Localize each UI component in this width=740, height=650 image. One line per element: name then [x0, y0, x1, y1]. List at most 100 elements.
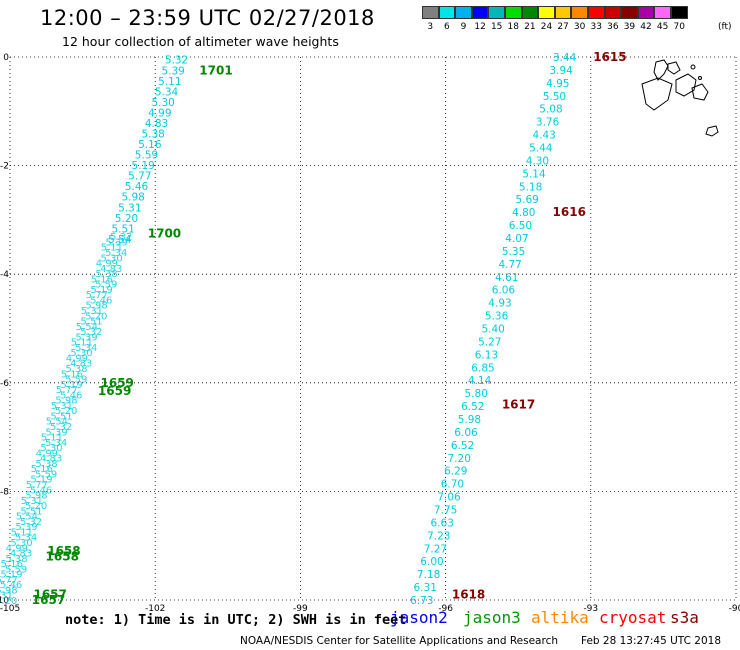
west-track-value: 5.98: [121, 192, 144, 204]
east-track-value: 6.63: [431, 517, 454, 529]
west-track-time: 1657: [33, 588, 66, 602]
west-track-value: 5.34: [155, 86, 179, 98]
west-track-value: 4.99: [6, 543, 28, 554]
y-tick-label: 0: [3, 53, 9, 63]
west-track-value: 5.59: [35, 469, 57, 480]
east-track-value: 4.80: [512, 207, 535, 219]
colorbar-swatch: [455, 6, 472, 19]
west-track-value: 5.77: [86, 290, 108, 301]
colorbar-label: 18: [507, 22, 519, 32]
colorbar-labels: 3 6 9 12 15 18 21 24 27 30 33 36 39 42 45 70: [422, 22, 688, 32]
east-track-value: 6.85: [471, 362, 494, 374]
east-track-value: 5.98: [458, 414, 481, 426]
west-track-value: 5.46: [90, 295, 112, 306]
footer-timestamp: Feb 28 13:27:45 UTC 2018: [581, 635, 721, 647]
island-outline: [667, 61, 681, 75]
west-track-value: 5.59: [5, 564, 27, 575]
colorbar-swatch: [422, 6, 439, 19]
y-tick-label: -6: [0, 379, 9, 389]
east-track-value: 5.80: [465, 388, 488, 400]
east-track-value: 5.69: [515, 194, 538, 206]
west-track-value: 5.59: [135, 150, 158, 162]
page-title: 12:00 – 23:59 UTC 02/27/2018: [40, 6, 375, 30]
colorbar-swatch: [488, 6, 505, 19]
east-track-value: 5.18: [519, 181, 542, 193]
west-track-value: 5.59: [95, 280, 117, 291]
west-track-value: 5.31: [118, 202, 141, 214]
west-track-value: 5.31: [0, 591, 13, 602]
east-track-value: 5.35: [502, 246, 525, 258]
west-track-value: 5.34: [75, 343, 97, 354]
legend-altika: altika: [531, 608, 589, 627]
east-track-value: 7.75: [434, 505, 457, 517]
west-track-value: 5.34: [15, 533, 37, 544]
east-track-value: 4.95: [546, 78, 569, 90]
west-track-value: 5.39: [161, 65, 184, 77]
east-track-time: 1618: [452, 588, 485, 602]
east-track-value: 6.06: [454, 427, 478, 439]
colorbar-swatch: [538, 6, 555, 19]
colorbar-swatch: [521, 6, 539, 19]
colorbar-swatch: [471, 6, 489, 19]
west-track-value: 5.16: [31, 464, 53, 475]
west-track-value: 5.77: [56, 385, 78, 396]
x-tick-label: -96: [438, 604, 453, 614]
east-track-value: 5.14: [522, 168, 546, 180]
west-track-value: 5.30: [40, 443, 62, 454]
colorbar-label: 30: [573, 22, 586, 32]
west-track-value: 5.30: [10, 538, 32, 549]
east-track-value: 7.27: [424, 543, 447, 555]
islet-outline: [690, 64, 696, 70]
west-track-value: 5.51: [111, 223, 134, 235]
colorbar-label: 15: [490, 22, 503, 32]
west-track-value: 5.19: [30, 475, 52, 486]
west-track-time: 1701: [199, 64, 232, 78]
x-tick-label: -93: [583, 604, 598, 614]
colorbar-label: 42: [640, 22, 652, 32]
west-track-time: 1659: [98, 384, 131, 398]
west-track-value: 5.30: [100, 253, 122, 264]
west-track-value: 5.30: [151, 97, 174, 109]
west-track-value: 5.39: [105, 237, 127, 248]
west-track-value: 5.39: [15, 522, 37, 533]
colorbar-swatch: [621, 6, 638, 19]
west-track-value: 4.83: [145, 118, 168, 130]
west-track-value: 5.38: [5, 554, 27, 565]
west-track-value: 5.34: [45, 438, 67, 449]
east-track-value: 4.93: [488, 298, 511, 310]
west-track-time: 1659: [101, 376, 134, 390]
colorbar-swatch: [571, 6, 588, 19]
west-track-value: 5.98: [25, 491, 47, 502]
colorbar-label: 33: [590, 22, 602, 32]
west-track-value: 5.54: [108, 234, 132, 246]
west-track-value: 5.31: [51, 401, 73, 412]
y-tick-label: -10: [0, 596, 9, 606]
colorbar-swatch: [587, 6, 605, 19]
west-track-value: 4.83: [70, 359, 92, 370]
legend-s3a: s3a: [670, 608, 699, 627]
east-track-value: 5.27: [478, 336, 501, 348]
colorbar-label: 39: [623, 22, 636, 32]
colorbar-label: 45: [656, 22, 669, 32]
east-track-value: 4.14: [468, 375, 492, 387]
west-track-value: 4.83: [10, 549, 32, 560]
west-track-value: 5.31: [81, 306, 103, 317]
west-track-value: 5.98: [55, 396, 77, 407]
east-track-value: 7.06: [437, 492, 461, 504]
west-track-value: 5.77: [128, 171, 151, 183]
colorbar-swatch: [554, 6, 572, 19]
colorbar-label: 70: [673, 22, 685, 32]
east-track-value: 6.73: [410, 595, 433, 607]
east-track-value: 5.40: [481, 324, 504, 336]
colorbar-label: 21: [524, 22, 536, 32]
colorbar-swatch: [654, 6, 671, 19]
west-track-value: 5.38: [65, 364, 87, 375]
east-track-value: 6.29: [444, 466, 467, 478]
colorbar-label: 27: [557, 22, 569, 32]
west-track-value: 5.54: [76, 322, 98, 333]
west-track-value: 5.51: [80, 317, 102, 328]
west-track-value: 5.11: [158, 76, 181, 88]
west-track-value: 5.32: [50, 422, 72, 433]
